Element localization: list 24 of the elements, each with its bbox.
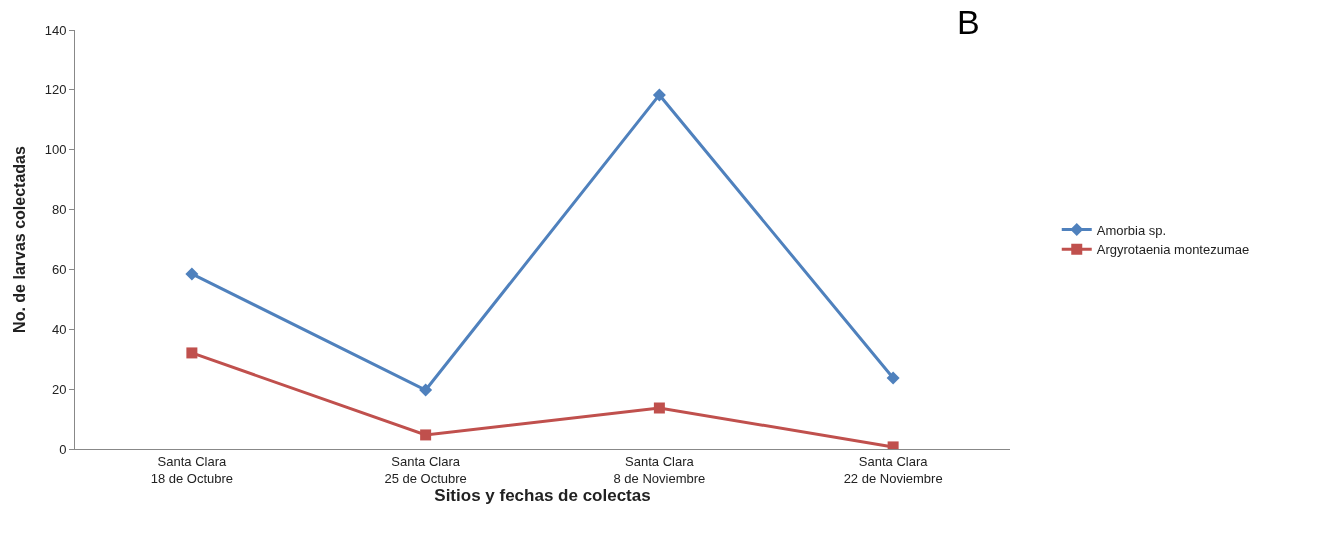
legend-label: Amorbia sp. <box>1096 222 1167 238</box>
y-tick-label: 40 <box>51 321 67 337</box>
x-tick-label: Santa Clara 18 de Octubre <box>150 453 234 486</box>
y-axis-title: No. de larvas colectadas <box>10 146 28 333</box>
y-tick-label: 20 <box>51 381 67 397</box>
point <box>419 383 433 397</box>
y-tick-label: 80 <box>51 202 67 218</box>
annotation: B <box>957 3 980 41</box>
point <box>652 88 666 102</box>
y-tick-label: 60 <box>51 261 67 277</box>
x-tick-label: Santa Clara 25 de Octubre <box>384 453 467 486</box>
y-tick-label: 120 <box>44 82 67 98</box>
point <box>653 402 665 414</box>
x-axis-title: Sitios y fechas de colectas <box>434 485 651 505</box>
point <box>186 347 198 359</box>
point <box>185 267 199 281</box>
point <box>420 429 432 441</box>
x-tick-label: Santa Clara 8 de Noviembre <box>613 453 706 486</box>
y-tick-label: 100 <box>44 142 67 158</box>
point <box>886 371 900 385</box>
y-tick-label: 140 <box>44 22 67 38</box>
y-tick-label: 0 <box>59 441 67 457</box>
x-tick-label: Santa Clara 22 de Noviembre <box>843 453 943 486</box>
legend-label: Argyrotaenia montezumae <box>1096 242 1250 258</box>
